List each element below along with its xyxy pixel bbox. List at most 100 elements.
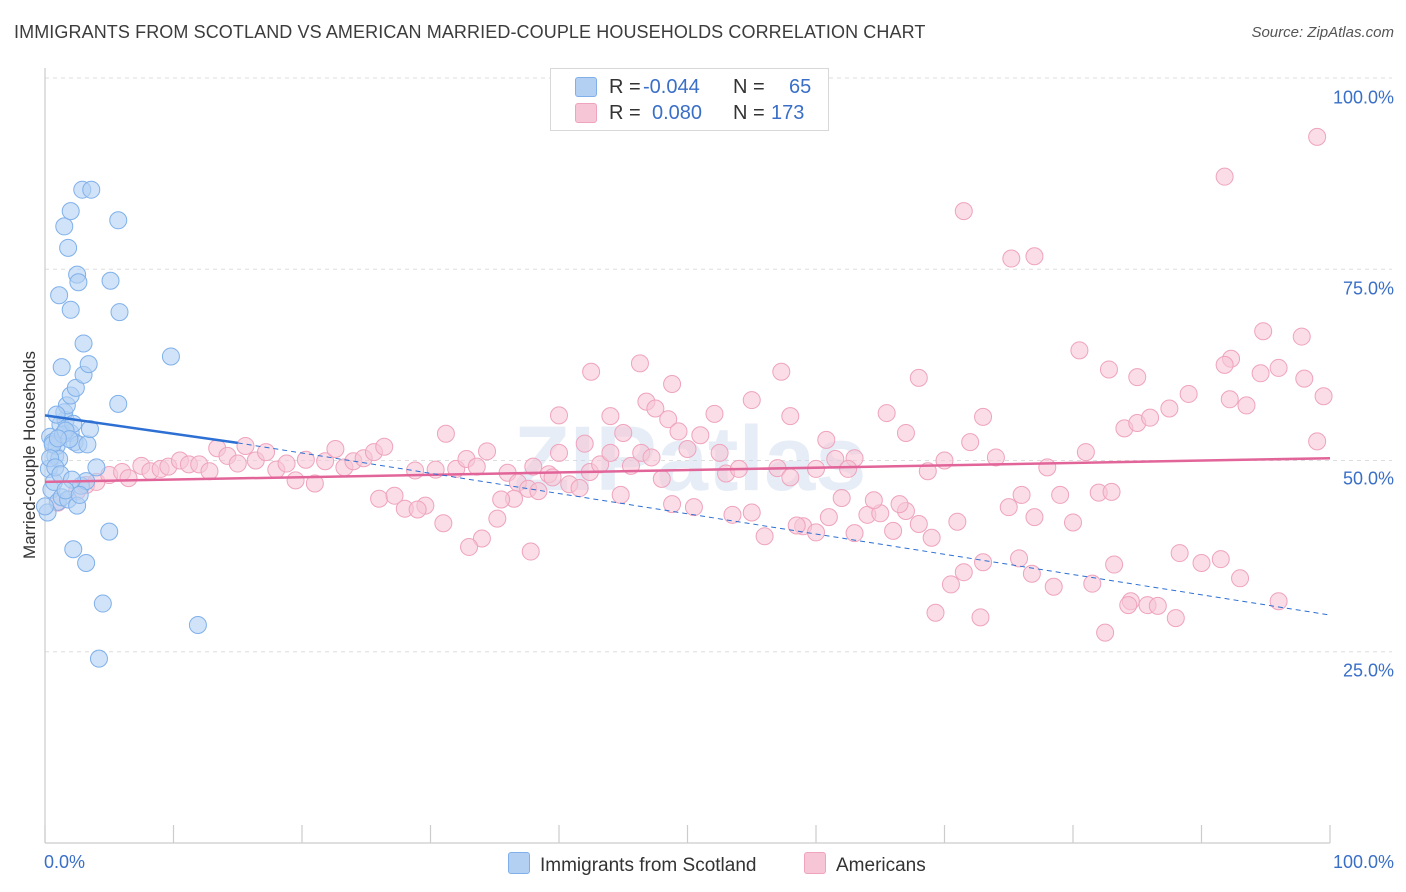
americans-point [684, 498, 703, 517]
americans-point [1269, 592, 1288, 611]
americans-point [1022, 564, 1041, 583]
americans-point [200, 462, 219, 481]
americans-point [1012, 485, 1031, 504]
americans-point [999, 498, 1018, 517]
americans-point [839, 459, 858, 478]
americans-point [890, 495, 909, 514]
gridlines [45, 77, 1392, 653]
americans-point [524, 457, 543, 476]
scotland-point [87, 458, 106, 477]
americans-point [772, 362, 791, 381]
americans-point [755, 527, 774, 546]
americans-point [1231, 569, 1250, 588]
americans-point [663, 495, 682, 514]
americans-point [691, 426, 710, 445]
chart-title: IMMIGRANTS FROM SCOTLAND VS AMERICAN MAR… [14, 22, 926, 42]
americans-point [236, 436, 255, 455]
scotland-point [109, 394, 128, 413]
americans-point [1308, 127, 1327, 146]
americans-point [1211, 550, 1230, 569]
n-value: 65 [789, 76, 812, 98]
americans-point [922, 528, 941, 547]
y-tick-100: 100.0% [1332, 87, 1394, 108]
americans-point [1269, 358, 1288, 377]
scotland-points [36, 180, 207, 668]
americans-point [1251, 364, 1270, 383]
americans-point [521, 542, 540, 561]
legend-label-scotland: Immigrants from Scotland [540, 855, 757, 876]
stats-legend: R = -0.044 N = 65 R = 0.080 N = 173 [550, 68, 829, 131]
scotland-point [52, 358, 71, 377]
y-tick-75: 75.0% [1342, 278, 1394, 299]
americans-point [1070, 341, 1089, 360]
americans-point [909, 368, 928, 387]
americans-point [832, 488, 851, 507]
americans-point [1038, 458, 1057, 477]
y-tick-50: 50.0% [1342, 468, 1394, 489]
scotland-point [93, 594, 112, 613]
americans-point [385, 486, 404, 505]
americans-point [705, 404, 724, 423]
americans-point [277, 454, 296, 473]
americans-point [1314, 387, 1333, 406]
americans-trend-line [44, 456, 1331, 484]
legend-item-scotland[interactable]: Immigrants from Scotland [508, 852, 756, 878]
scotland-point [70, 485, 89, 504]
americans-point [1096, 623, 1115, 642]
americans-point [974, 407, 993, 426]
americans-point [478, 442, 497, 461]
americans-point [630, 354, 649, 373]
scotland-point [64, 540, 83, 559]
americans-point [1025, 247, 1044, 266]
americans-point [1292, 327, 1311, 346]
americans-point [570, 479, 589, 498]
americans-point [954, 563, 973, 582]
scotland-point [161, 347, 180, 366]
scotland-point [78, 435, 97, 454]
americans-point [659, 410, 678, 429]
scotland-point [59, 238, 78, 257]
americans-point [326, 440, 345, 459]
americans-point [807, 523, 825, 542]
scotland-point [82, 180, 101, 199]
scotland-trend-extension [237, 442, 1331, 616]
americans-point [296, 450, 315, 469]
scotland-point [61, 300, 80, 319]
americans-point [948, 512, 967, 531]
americans-point [817, 430, 836, 449]
legend-item-americans[interactable]: Americans [804, 852, 926, 878]
americans-points [48, 127, 1333, 642]
americans-point [652, 469, 671, 488]
americans-point [723, 505, 742, 524]
scotland-point [188, 615, 207, 634]
r-value: -0.044 [643, 76, 700, 98]
scotland-point [48, 429, 67, 448]
americans-point [1002, 249, 1021, 268]
americans-point [896, 423, 915, 442]
americans-point [1105, 555, 1124, 574]
americans-point [436, 424, 455, 443]
americans-point [1128, 368, 1147, 387]
scotland-trend-line [44, 414, 238, 445]
americans-point [614, 423, 633, 442]
americans-point [1044, 577, 1063, 596]
americans-point [961, 433, 980, 452]
legend-swatch-scotland [508, 852, 530, 874]
scotland-point [89, 649, 108, 668]
americans-point [845, 524, 864, 543]
americans-point [488, 509, 507, 528]
americans-point [646, 399, 665, 418]
americans-point [1215, 167, 1234, 186]
r-value: 0.080 [652, 102, 703, 124]
americans-point [781, 468, 800, 487]
americans-point [1170, 544, 1189, 563]
scotland-point [100, 522, 119, 541]
americans-point [941, 575, 960, 594]
legend-swatch-americans [804, 852, 826, 874]
scotland-point [77, 554, 96, 573]
r-label: R = [609, 102, 641, 124]
x-tick-min: 0.0% [44, 852, 86, 872]
r-label: R = [609, 76, 641, 98]
americans-point [611, 485, 630, 504]
